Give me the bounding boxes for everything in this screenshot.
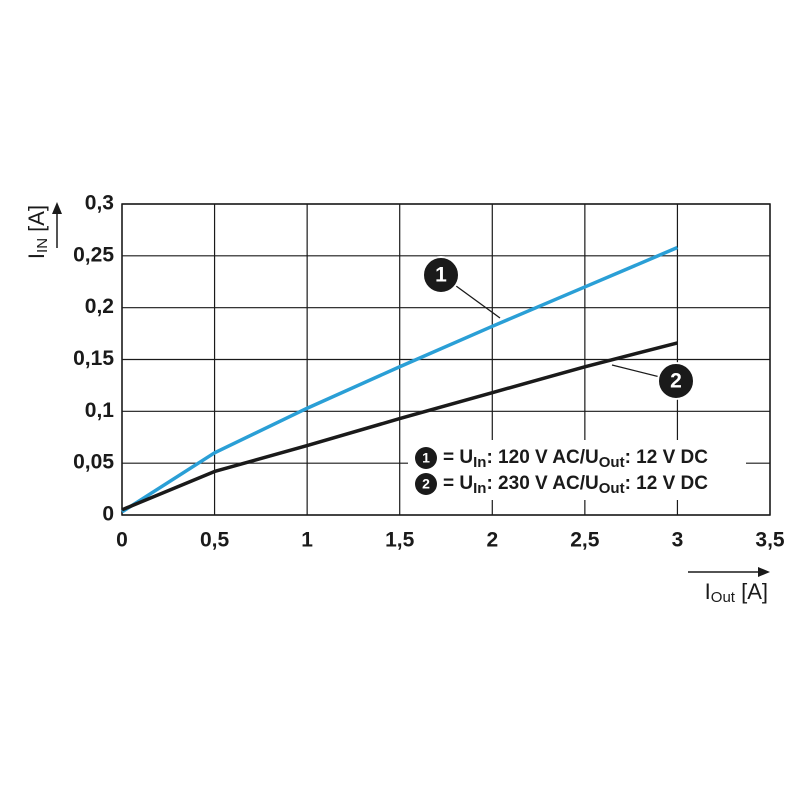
x-label-part: I	[705, 579, 711, 604]
x-label-sub: Out	[711, 589, 736, 606]
y-tick-label: 0	[102, 503, 114, 526]
y-tick-label: 0,2	[85, 295, 114, 318]
legend-part: = U	[443, 447, 473, 468]
x-tick-label: 3,5	[755, 529, 785, 552]
legend-sub: In	[473, 454, 486, 471]
x-arrow-head	[758, 567, 770, 577]
y-label-part: [A]	[24, 205, 49, 238]
legend-part: = U	[443, 473, 473, 494]
y-tick-label: 0,15	[73, 347, 114, 370]
legend-box	[408, 440, 746, 500]
legend-label: = UIn: 230 V AC/UOut: 12 V DC	[443, 473, 708, 497]
callout-badge	[422, 256, 460, 294]
legend-number: 2	[422, 476, 430, 492]
callout-number: 1	[435, 264, 447, 287]
series-line	[121, 245, 679, 514]
legend-part: : 12 V DC	[625, 447, 709, 468]
y-tick-label: 0,1	[85, 399, 115, 422]
legend-number: 1	[422, 450, 430, 466]
x-tick-label: 1,5	[385, 529, 415, 552]
x-tick-label: 0,5	[200, 529, 230, 552]
y-tick-label: 0,3	[85, 192, 114, 215]
legend-part: : 12 V DC	[625, 473, 709, 494]
y-label-sub: IN	[34, 238, 51, 253]
legend-sub: Out	[599, 454, 625, 471]
series-line	[121, 341, 678, 512]
x-label-part: [A]	[735, 579, 768, 604]
legend-part: : 230 V AC/U	[486, 473, 598, 494]
x-tick-label: 1	[301, 529, 313, 552]
legend-badge	[415, 447, 437, 469]
legend-sub: In	[473, 480, 486, 497]
callout-number: 2	[670, 370, 682, 393]
y-tick-label: 0,05	[73, 451, 114, 474]
x-tick-label: 3	[672, 529, 684, 552]
legend-label: = UIn: 120 V AC/UOut: 12 V DC	[443, 447, 708, 471]
legend-sub: Out	[599, 480, 625, 497]
legend-part: : 120 V AC/U	[486, 447, 598, 468]
y-arrow-head	[52, 202, 62, 214]
x-tick-label: 2,5	[570, 529, 600, 552]
x-tick-label: 0	[116, 529, 128, 552]
callout-badge	[657, 362, 695, 400]
y-label-part: I	[24, 253, 49, 259]
x-axis-label: IOut [A]	[705, 579, 768, 606]
plot-frame	[121, 203, 771, 516]
y-axis-label: IIN [A]	[24, 205, 51, 259]
x-tick-label: 2	[486, 529, 498, 552]
legend-badge	[415, 473, 437, 495]
y-tick-label: 0,25	[73, 243, 114, 266]
